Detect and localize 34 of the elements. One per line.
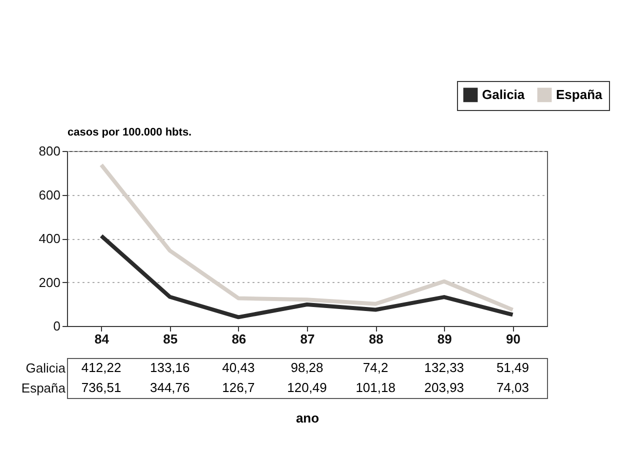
text: España — [21, 380, 66, 396]
x-tick-label: 90 — [506, 332, 520, 346]
x-axis-title: ano — [296, 410, 320, 426]
x-tick-label: 89 — [437, 332, 452, 346]
y-tick-label: 400 — [38, 231, 60, 246]
y-tick-label: 200 — [38, 274, 60, 290]
data-label: 74,03 — [496, 380, 529, 395]
data-label: 98,28 — [290, 360, 324, 375]
x-tick-label: 88 — [368, 332, 384, 346]
y-tick-label: 800 — [38, 144, 60, 158]
x-tick-label: 86 — [232, 332, 246, 346]
text: Galicia — [26, 360, 66, 376]
data-label: 203,93 — [424, 380, 464, 395]
data-label: 412,22 — [81, 360, 122, 375]
data-label: 51,49 — [496, 360, 529, 375]
data-label: 74,2 — [362, 360, 388, 375]
data-label: 736,51 — [81, 380, 122, 395]
y-tick-label: 0 — [53, 318, 60, 334]
y-tick-label: 600 — [38, 187, 60, 202]
y-axis-title: casos por 100.000 hbts. — [68, 126, 192, 138]
data-label: 101,18 — [356, 380, 396, 395]
x-tick-label: 84 — [94, 332, 110, 346]
data-label: 133,16 — [150, 360, 190, 375]
line-series — [99, 162, 515, 312]
data-label: 40,43 — [222, 360, 255, 375]
data-label: 132,33 — [424, 360, 464, 375]
line-series — [99, 234, 515, 320]
legend-label: España — [556, 86, 604, 102]
legend-label: Galicia — [482, 86, 526, 102]
data-label: 344,76 — [150, 380, 190, 395]
data-label: 126,7 — [222, 380, 255, 395]
x-tick-label: 87 — [300, 332, 315, 346]
data-label: 120,49 — [287, 380, 327, 395]
x-tick-label: 85 — [163, 332, 178, 346]
